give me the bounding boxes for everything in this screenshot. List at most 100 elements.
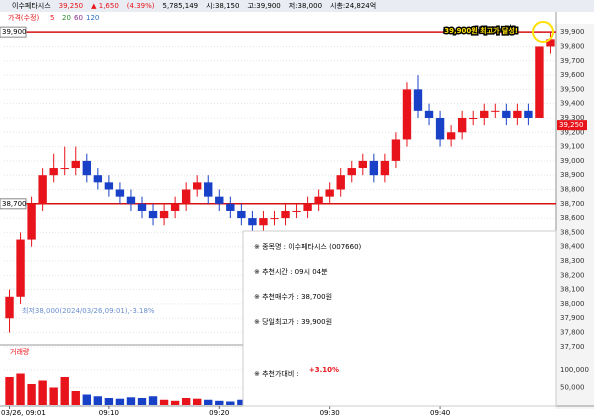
y-tick-label: 39,900 [560,28,585,36]
volume-bar [148,396,158,405]
header-change: ▲ 1,650 [91,2,119,10]
header-bar [0,0,594,12]
volume-bar [215,400,224,405]
header-low: 저:38,000 [289,1,322,10]
header-cap: 시총:24,824억 [330,1,376,10]
highlight-circle [532,21,554,43]
x-tick-label: 09:20 [209,409,229,417]
candle-body [38,175,47,204]
volume-bar [126,397,136,405]
candle-body [5,296,14,319]
y-tick-label: 37,700 [560,343,585,351]
volume-bar [159,399,169,405]
volume-tick-label: 50,000 [560,384,585,392]
candle-body [126,196,136,204]
x-tick-label: 09:10 [99,409,119,417]
candle-body [226,203,235,211]
volume-label: 거래량 [10,347,30,356]
candle-body [469,117,478,119]
ref-label-box [0,26,27,38]
candle-body [336,175,345,190]
candle-body [270,218,279,220]
y-tick-label: 39,100 [560,143,585,151]
header-high: 고:39,900 [247,2,280,10]
candle-body [513,110,522,118]
y-tick-label: 39,500 [560,85,585,93]
candle-body [181,189,191,204]
candle-body [435,117,445,140]
y-tick-label: 38,700 [560,200,585,208]
candle-body [380,160,390,176]
x-tick-label: 09:30 [320,409,340,417]
candle-body [115,189,125,197]
candle-body [314,196,323,204]
y-tick-label: 37,800 [560,329,585,337]
y-tick-label: 38,600 [560,214,585,222]
volume-bar [237,399,246,405]
volume-bar [71,391,80,405]
candle-body [303,203,312,211]
candle-body [480,110,489,118]
candle-body [347,168,356,176]
candle-body [204,182,213,197]
header-name: 이수페타시스 [12,1,51,10]
volume-bar [137,398,147,405]
candle-body [457,117,467,133]
candle-body [259,218,268,226]
header-pct: (4.39%) [127,2,155,10]
y-tick-label: 38,000 [560,300,585,308]
headline: 39,900원 최고가 달성! [444,26,518,35]
volume-bar [115,398,125,405]
candle-body [446,132,456,140]
volume-bar [5,377,14,405]
axis-bg [555,24,594,409]
info-last-label: ※ 추천가대비 : [254,369,299,378]
y-tick-label: 39,600 [560,71,585,79]
candle-body [491,110,500,112]
y-tick-label: 39,200 [560,128,585,136]
info-line: ※ 당일최고가 : 39,900원 [254,317,332,326]
x-tick-label: 09:40 [430,409,450,417]
candle-body [402,89,412,140]
candle-body [27,203,36,240]
ref-label: 39,900 [2,28,27,36]
header-price: 39,250 [59,2,84,10]
header-volume: 5,785,149 [163,2,199,10]
candle-body [137,203,147,211]
candle-body [325,189,334,197]
candle-body [215,196,224,204]
volume-bar [226,401,235,405]
y-tick-label: 38,900 [560,171,585,179]
legend-item: 60 [74,14,83,22]
legend-title: 가격(수정) [8,13,39,22]
volume-bar [82,394,91,405]
candle-body [49,168,58,176]
candle-body [104,182,114,190]
candle-body [170,203,180,211]
candle-body [159,210,169,219]
current-box [557,120,587,131]
volume-bar [204,399,213,405]
ref-label-box [0,198,27,210]
y-tick-label: 38,400 [560,243,585,251]
info-line: ※ 추천매수가 : 38,700원 [254,292,332,301]
ref-label: 38,700 [2,200,27,208]
candle-body [71,160,80,169]
candle-body [424,110,434,118]
volume-bar [27,384,36,405]
y-tick-label: 39,800 [560,42,585,50]
volume-bar [93,396,103,405]
legend-item: 5 [50,14,54,22]
candle-body [82,160,91,176]
candle-body [358,160,367,169]
y-tick-label: 38,500 [560,228,585,236]
y-tick-label: 38,300 [560,257,585,265]
candle-body [546,39,555,47]
candle-body [193,182,202,190]
candle-body [413,89,423,111]
y-tick-label: 38,800 [560,186,585,194]
y-tick-label: 38,200 [560,271,585,279]
info-line: ※ 추천시간 : 09시 04분 [254,267,328,276]
candle-body [148,210,158,219]
